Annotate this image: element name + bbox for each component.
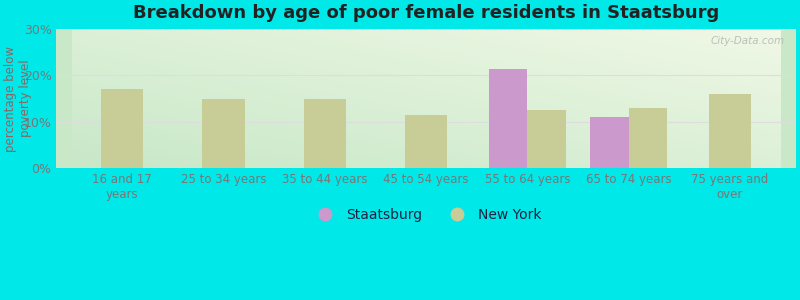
- Text: City-Data.com: City-Data.com: [710, 36, 785, 46]
- Y-axis label: percentage below
poverty level: percentage below poverty level: [4, 46, 32, 152]
- Bar: [629, 108, 667, 168]
- Bar: [101, 89, 143, 168]
- Bar: [527, 110, 566, 168]
- Bar: [202, 99, 245, 168]
- Bar: [304, 99, 346, 168]
- Bar: [489, 69, 527, 168]
- Bar: [709, 94, 751, 168]
- Title: Breakdown by age of poor female residents in Staatsburg: Breakdown by age of poor female resident…: [133, 4, 719, 22]
- Bar: [590, 117, 629, 168]
- Bar: [405, 115, 447, 168]
- Legend: Staatsburg, New York: Staatsburg, New York: [306, 202, 546, 227]
